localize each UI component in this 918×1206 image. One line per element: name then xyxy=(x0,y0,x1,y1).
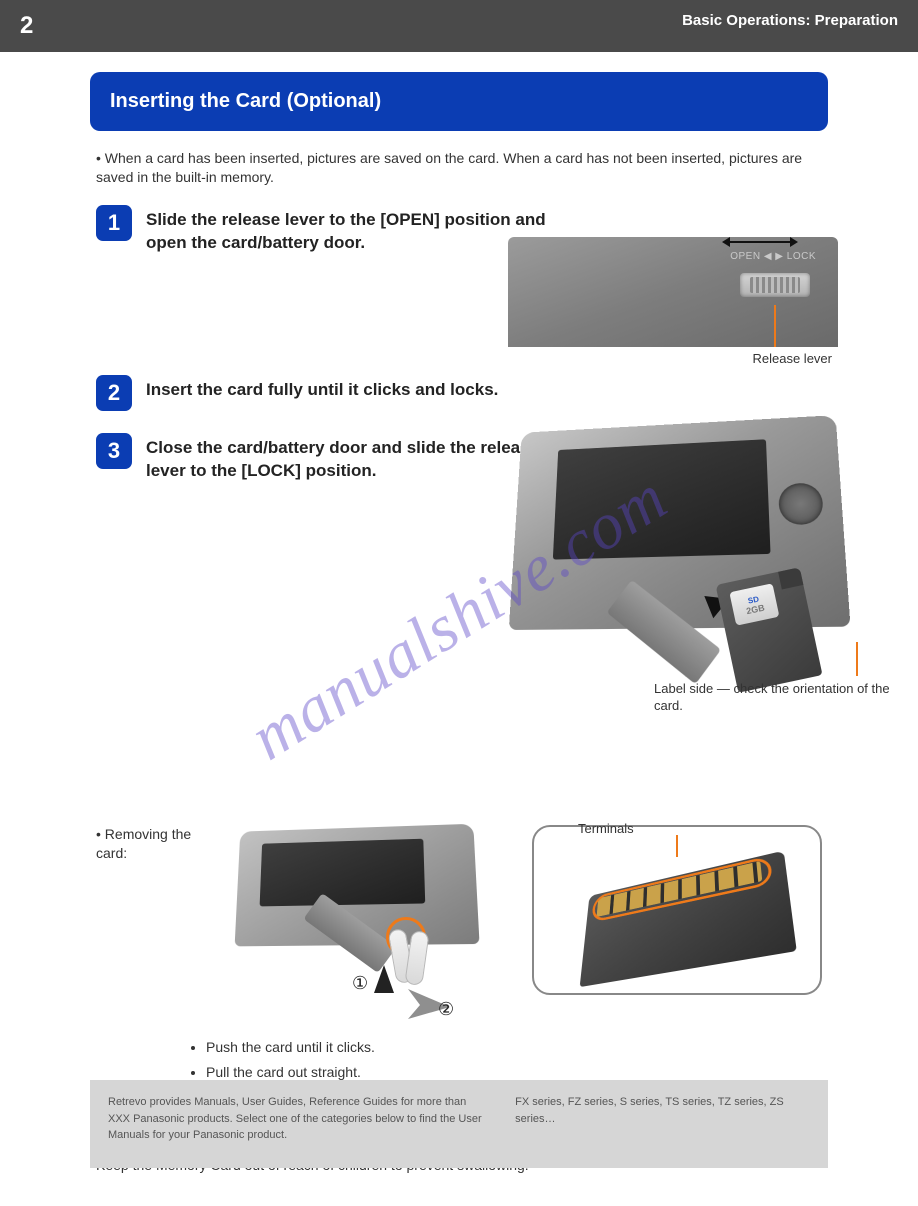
figure-terminals-inset: Terminals xyxy=(532,825,822,995)
arrow-double-icon xyxy=(728,241,792,243)
page-number: 2 xyxy=(20,12,33,40)
pointer-line-icon xyxy=(774,305,776,347)
highlight-ring-icon xyxy=(591,855,773,922)
sd-capacity-text: 2GB xyxy=(745,602,765,616)
pointer-line-icon xyxy=(676,835,678,857)
release-lever-callout: Release lever xyxy=(508,351,838,366)
push-arrow-icon xyxy=(374,965,394,993)
removal-note-1: Push the card until it clicks. xyxy=(206,1037,822,1058)
camera-screen-icon xyxy=(553,439,771,559)
label-side-callout: Label side — check the orientation of th… xyxy=(654,681,894,715)
removal-notes: Push the card until it clicks. Pull the … xyxy=(96,1037,822,1083)
figure-release-lever: OPEN ◀ ▶ LOCK Release lever xyxy=(508,237,838,366)
figure-insert-card: SD 2GB Label side — check the orientatio… xyxy=(508,417,838,627)
bottom-left-text: Retrevo provides Manuals, User Guides, R… xyxy=(108,1094,487,1144)
dpad-icon xyxy=(778,482,824,525)
camera-top-illustration: OPEN ◀ ▶ LOCK xyxy=(508,237,838,347)
bottom-right-text: FX series, FZ series, S series, TS serie… xyxy=(515,1094,810,1127)
bottom-bar: Retrevo provides Manuals, User Guides, R… xyxy=(90,1080,828,1168)
breadcrumb: Basic Operations: Preparation xyxy=(682,12,898,40)
step-text-3: Close the card/battery door and slide th… xyxy=(146,433,546,483)
removal-step2-number: ② xyxy=(438,999,454,1020)
step-text-2: Insert the card fully until it clicks an… xyxy=(146,375,498,402)
page-content: Inserting the Card (Optional) • When a c… xyxy=(0,52,918,1206)
step-text-1: Slide the release lever to the [OPEN] po… xyxy=(146,205,546,255)
figure-remove-card: ① ② xyxy=(234,825,514,1025)
step-badge-3: 3 xyxy=(96,433,132,469)
removal-area: • Removing the card: ① ② Terminals xyxy=(96,825,822,1025)
removal-step1-number: ① xyxy=(352,973,368,994)
top-bar: 2 Basic Operations: Preparation xyxy=(0,0,918,52)
step-badge-1: 1 xyxy=(96,205,132,241)
terminals-callout: Terminals xyxy=(578,821,634,836)
section-note: • When a card has been inserted, picture… xyxy=(96,149,822,187)
pointer-line-icon xyxy=(856,642,858,676)
open-lock-text: OPEN ◀ ▶ LOCK xyxy=(730,251,816,262)
sd-card-label: SD 2GB xyxy=(729,583,779,625)
section-heading: Inserting the Card (Optional) xyxy=(90,72,828,131)
removal-intro: • Removing the card: xyxy=(96,825,216,864)
release-switch-icon xyxy=(740,273,810,297)
open-lock-label: OPEN ◀ ▶ LOCK xyxy=(730,251,816,262)
step-badge-2: 2 xyxy=(96,375,132,411)
step-2: 2 Insert the card fully until it clicks … xyxy=(96,375,878,411)
sd-card-back-illustration xyxy=(580,850,797,987)
